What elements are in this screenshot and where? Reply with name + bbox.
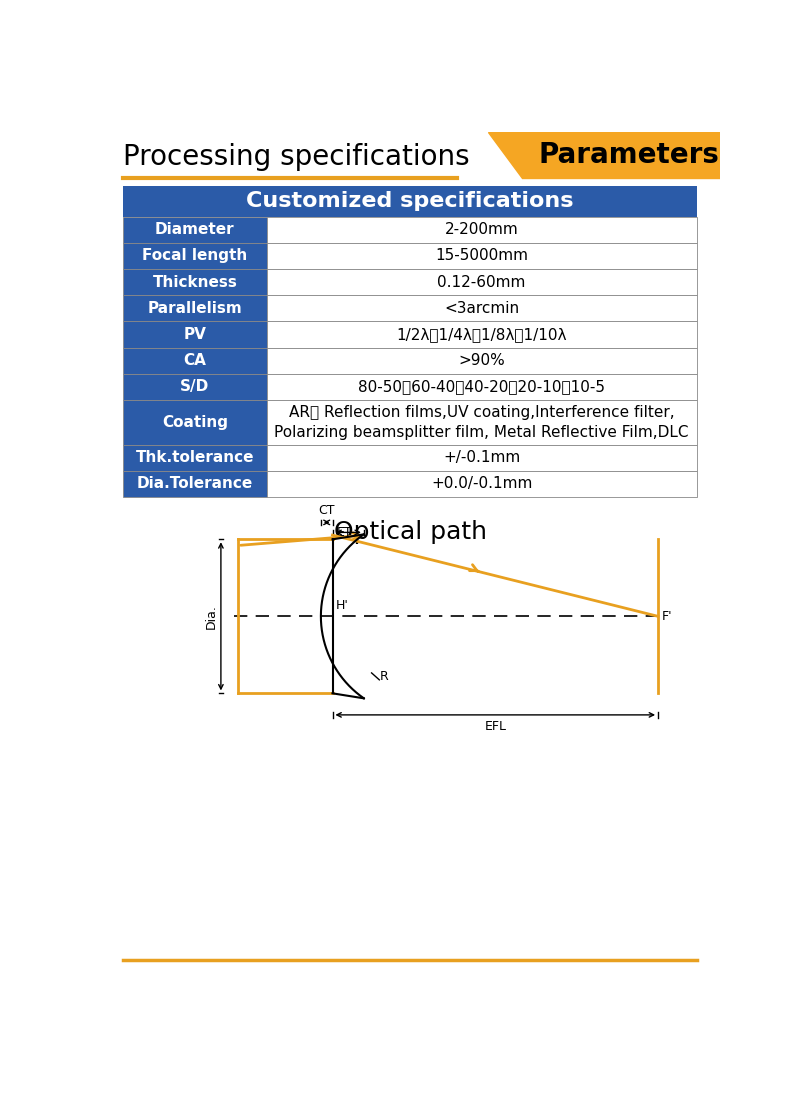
- FancyBboxPatch shape: [123, 243, 266, 270]
- FancyBboxPatch shape: [123, 270, 266, 295]
- Text: S/D: S/D: [180, 379, 210, 395]
- Text: Processing specifications: Processing specifications: [123, 143, 470, 170]
- Text: Thickness: Thickness: [153, 275, 238, 289]
- Text: 0.12-60mm: 0.12-60mm: [438, 275, 526, 289]
- FancyBboxPatch shape: [123, 186, 697, 217]
- FancyBboxPatch shape: [123, 295, 266, 321]
- Text: Thk.tolerance: Thk.tolerance: [136, 450, 254, 465]
- Text: EFL: EFL: [484, 720, 506, 734]
- Text: <3arcmin: <3arcmin: [444, 300, 519, 316]
- FancyBboxPatch shape: [123, 400, 266, 444]
- Text: Customized specifications: Customized specifications: [246, 191, 574, 211]
- FancyBboxPatch shape: [266, 374, 697, 400]
- Text: PV: PV: [183, 327, 206, 342]
- FancyBboxPatch shape: [266, 295, 697, 321]
- Text: F': F': [662, 609, 673, 623]
- FancyBboxPatch shape: [123, 374, 266, 400]
- Text: 2-200mm: 2-200mm: [445, 222, 518, 238]
- Text: +0.0/-0.1mm: +0.0/-0.1mm: [431, 476, 532, 492]
- Text: +/-0.1mm: +/-0.1mm: [443, 450, 520, 465]
- Text: R: R: [379, 670, 388, 683]
- Text: CA: CA: [183, 353, 206, 369]
- Text: Optical path: Optical path: [334, 519, 486, 543]
- Text: Diameter: Diameter: [155, 222, 234, 238]
- FancyBboxPatch shape: [266, 321, 697, 348]
- FancyBboxPatch shape: [266, 471, 697, 497]
- FancyBboxPatch shape: [266, 270, 697, 295]
- FancyBboxPatch shape: [123, 444, 266, 471]
- Text: >90%: >90%: [458, 353, 505, 369]
- FancyBboxPatch shape: [266, 444, 697, 471]
- FancyBboxPatch shape: [266, 348, 697, 374]
- Text: AR、 Reflection films,UV coating,Interference filter,
Polarizing beamsplitter fil: AR、 Reflection films,UV coating,Interfer…: [274, 405, 689, 440]
- Text: Parallelism: Parallelism: [147, 300, 242, 316]
- FancyBboxPatch shape: [123, 321, 266, 348]
- Text: 80-50、60-40、40-20、20-10、10-5: 80-50、60-40、40-20、20-10、10-5: [358, 379, 605, 395]
- FancyBboxPatch shape: [266, 400, 697, 444]
- FancyBboxPatch shape: [123, 471, 266, 497]
- Text: H': H': [336, 600, 349, 613]
- Text: 15-5000mm: 15-5000mm: [435, 249, 528, 264]
- FancyBboxPatch shape: [123, 217, 266, 243]
- Text: Parameters: Parameters: [538, 141, 719, 169]
- Text: 1/2λ、1/4λ、1/8λ、1/10λ: 1/2λ、1/4λ、1/8λ、1/10λ: [397, 327, 567, 342]
- Text: Focal length: Focal length: [142, 249, 247, 264]
- Text: ET: ET: [337, 526, 353, 539]
- Text: Dia.: Dia.: [205, 604, 218, 629]
- FancyBboxPatch shape: [266, 243, 697, 270]
- FancyBboxPatch shape: [266, 217, 697, 243]
- Text: CT: CT: [318, 504, 335, 517]
- Text: Dia.Tolerance: Dia.Tolerance: [137, 476, 253, 492]
- FancyBboxPatch shape: [123, 348, 266, 374]
- Polygon shape: [487, 132, 720, 178]
- Text: Coating: Coating: [162, 415, 228, 430]
